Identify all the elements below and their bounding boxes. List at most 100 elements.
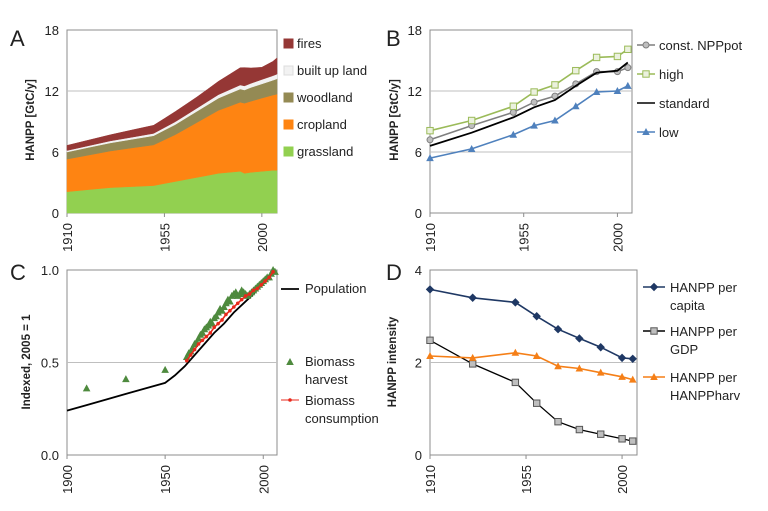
data-point — [575, 364, 584, 372]
legend-marker — [649, 282, 659, 292]
data-point — [267, 275, 271, 280]
legend-swatch — [283, 146, 294, 157]
data-point — [426, 336, 434, 345]
legend-swatch — [283, 65, 294, 76]
legend-label: consumption — [305, 411, 379, 426]
data-point — [425, 285, 435, 294]
data-point — [222, 299, 230, 307]
data-point — [467, 116, 476, 125]
data-point — [554, 362, 562, 370]
legend-label: Biomass — [305, 393, 355, 408]
data-point — [618, 435, 626, 443]
panel-c-label: C — [10, 260, 26, 285]
data-point — [235, 290, 244, 298]
data-point — [532, 352, 541, 360]
legend-marker — [642, 41, 650, 49]
data-point — [509, 102, 517, 110]
legend-label: Biomass — [305, 354, 355, 369]
data-point — [212, 312, 220, 320]
data-point — [571, 102, 580, 110]
panel-a-label: A — [10, 26, 25, 51]
data-point — [596, 343, 605, 352]
data-point — [216, 321, 220, 326]
data-point — [551, 81, 559, 89]
data-point — [575, 425, 584, 434]
data-point — [184, 358, 189, 363]
data-point — [220, 303, 228, 310]
y-tick-label: 18 — [45, 23, 59, 38]
data-point — [554, 418, 562, 426]
y-tick-label: 6 — [415, 145, 422, 160]
data-point — [208, 331, 213, 335]
x-tick-label: 2000 — [610, 223, 625, 252]
data-point — [426, 136, 434, 144]
data-point — [224, 312, 228, 317]
data-point — [251, 288, 256, 293]
panel-a-ylabel: HANPP [GtC/y] — [25, 79, 37, 161]
panel-c-ylabel: Indexed, 2005 = 1 — [21, 314, 33, 410]
panel-b-label: B — [386, 26, 401, 51]
x-tick-label: 1950 — [158, 465, 173, 494]
legend-swatch — [283, 92, 294, 103]
data-point — [426, 126, 434, 135]
y-tick-label: 4 — [415, 263, 422, 278]
data-point — [596, 368, 605, 376]
data-point — [194, 334, 203, 342]
legend-label: capita — [670, 298, 705, 313]
data-point — [198, 328, 207, 336]
x-tick-label: 2000 — [256, 465, 271, 494]
x-tick-label: 1955 — [519, 465, 534, 494]
data-point — [530, 88, 538, 96]
data-point — [533, 399, 541, 407]
y-tick-label: 0.0 — [41, 448, 59, 463]
legend-label: high — [659, 67, 684, 82]
y-tick-label: 0 — [415, 206, 422, 221]
legend-label: HANPP per — [670, 324, 738, 339]
data-point — [263, 279, 268, 283]
y-tick-label: 6 — [52, 145, 59, 160]
data-point — [509, 130, 518, 138]
data-point — [235, 301, 240, 306]
data-point — [617, 353, 627, 363]
data-point — [468, 353, 477, 361]
data-point — [511, 348, 520, 356]
y-tick-label: 0 — [52, 206, 59, 221]
series-line-standard — [429, 61, 629, 147]
legend-label: grassland — [297, 144, 353, 159]
data-point — [196, 342, 201, 346]
legend-label: HANPP per — [670, 280, 738, 295]
panel-d-ylabel: HANPP intensity — [387, 316, 399, 407]
data-point — [200, 338, 205, 343]
data-point — [267, 269, 275, 277]
legend-marker — [650, 373, 658, 380]
data-point — [597, 430, 605, 438]
x-tick-label: 1955 — [517, 223, 532, 252]
legend-label: woodland — [296, 90, 353, 105]
data-point — [161, 365, 169, 373]
panel-d: D HANPP intensity 0 2 4 1910 1955 2000 HANPP p… — [386, 260, 741, 494]
y-tick-label: 2 — [415, 356, 422, 371]
data-point — [259, 283, 264, 287]
legend-label: cropland — [297, 117, 347, 132]
legend-label: low — [659, 125, 679, 140]
panel-b: B HANPP [GtC/y] 0 6 12 18 1910 1955 2000 const.… — [386, 23, 742, 252]
data-point — [624, 64, 632, 72]
y-tick-label: 12 — [408, 84, 422, 99]
data-point — [122, 375, 130, 383]
data-point — [208, 319, 217, 327]
data-point — [592, 53, 601, 62]
y-tick-label: 1.0 — [41, 263, 59, 278]
data-point — [624, 81, 632, 89]
data-point — [247, 292, 252, 296]
x-tick-label: 1900 — [60, 465, 75, 494]
data-point — [509, 108, 517, 116]
x-tick-label: 1910 — [423, 465, 438, 494]
x-tick-label: 1955 — [157, 223, 172, 252]
data-point — [468, 360, 477, 368]
x-tick-label: 2000 — [255, 223, 270, 252]
legend-label: HANPPharv — [670, 388, 741, 403]
data-point — [629, 437, 637, 445]
data-point — [624, 45, 632, 54]
legend-marker — [642, 128, 650, 135]
data-point — [239, 297, 244, 302]
